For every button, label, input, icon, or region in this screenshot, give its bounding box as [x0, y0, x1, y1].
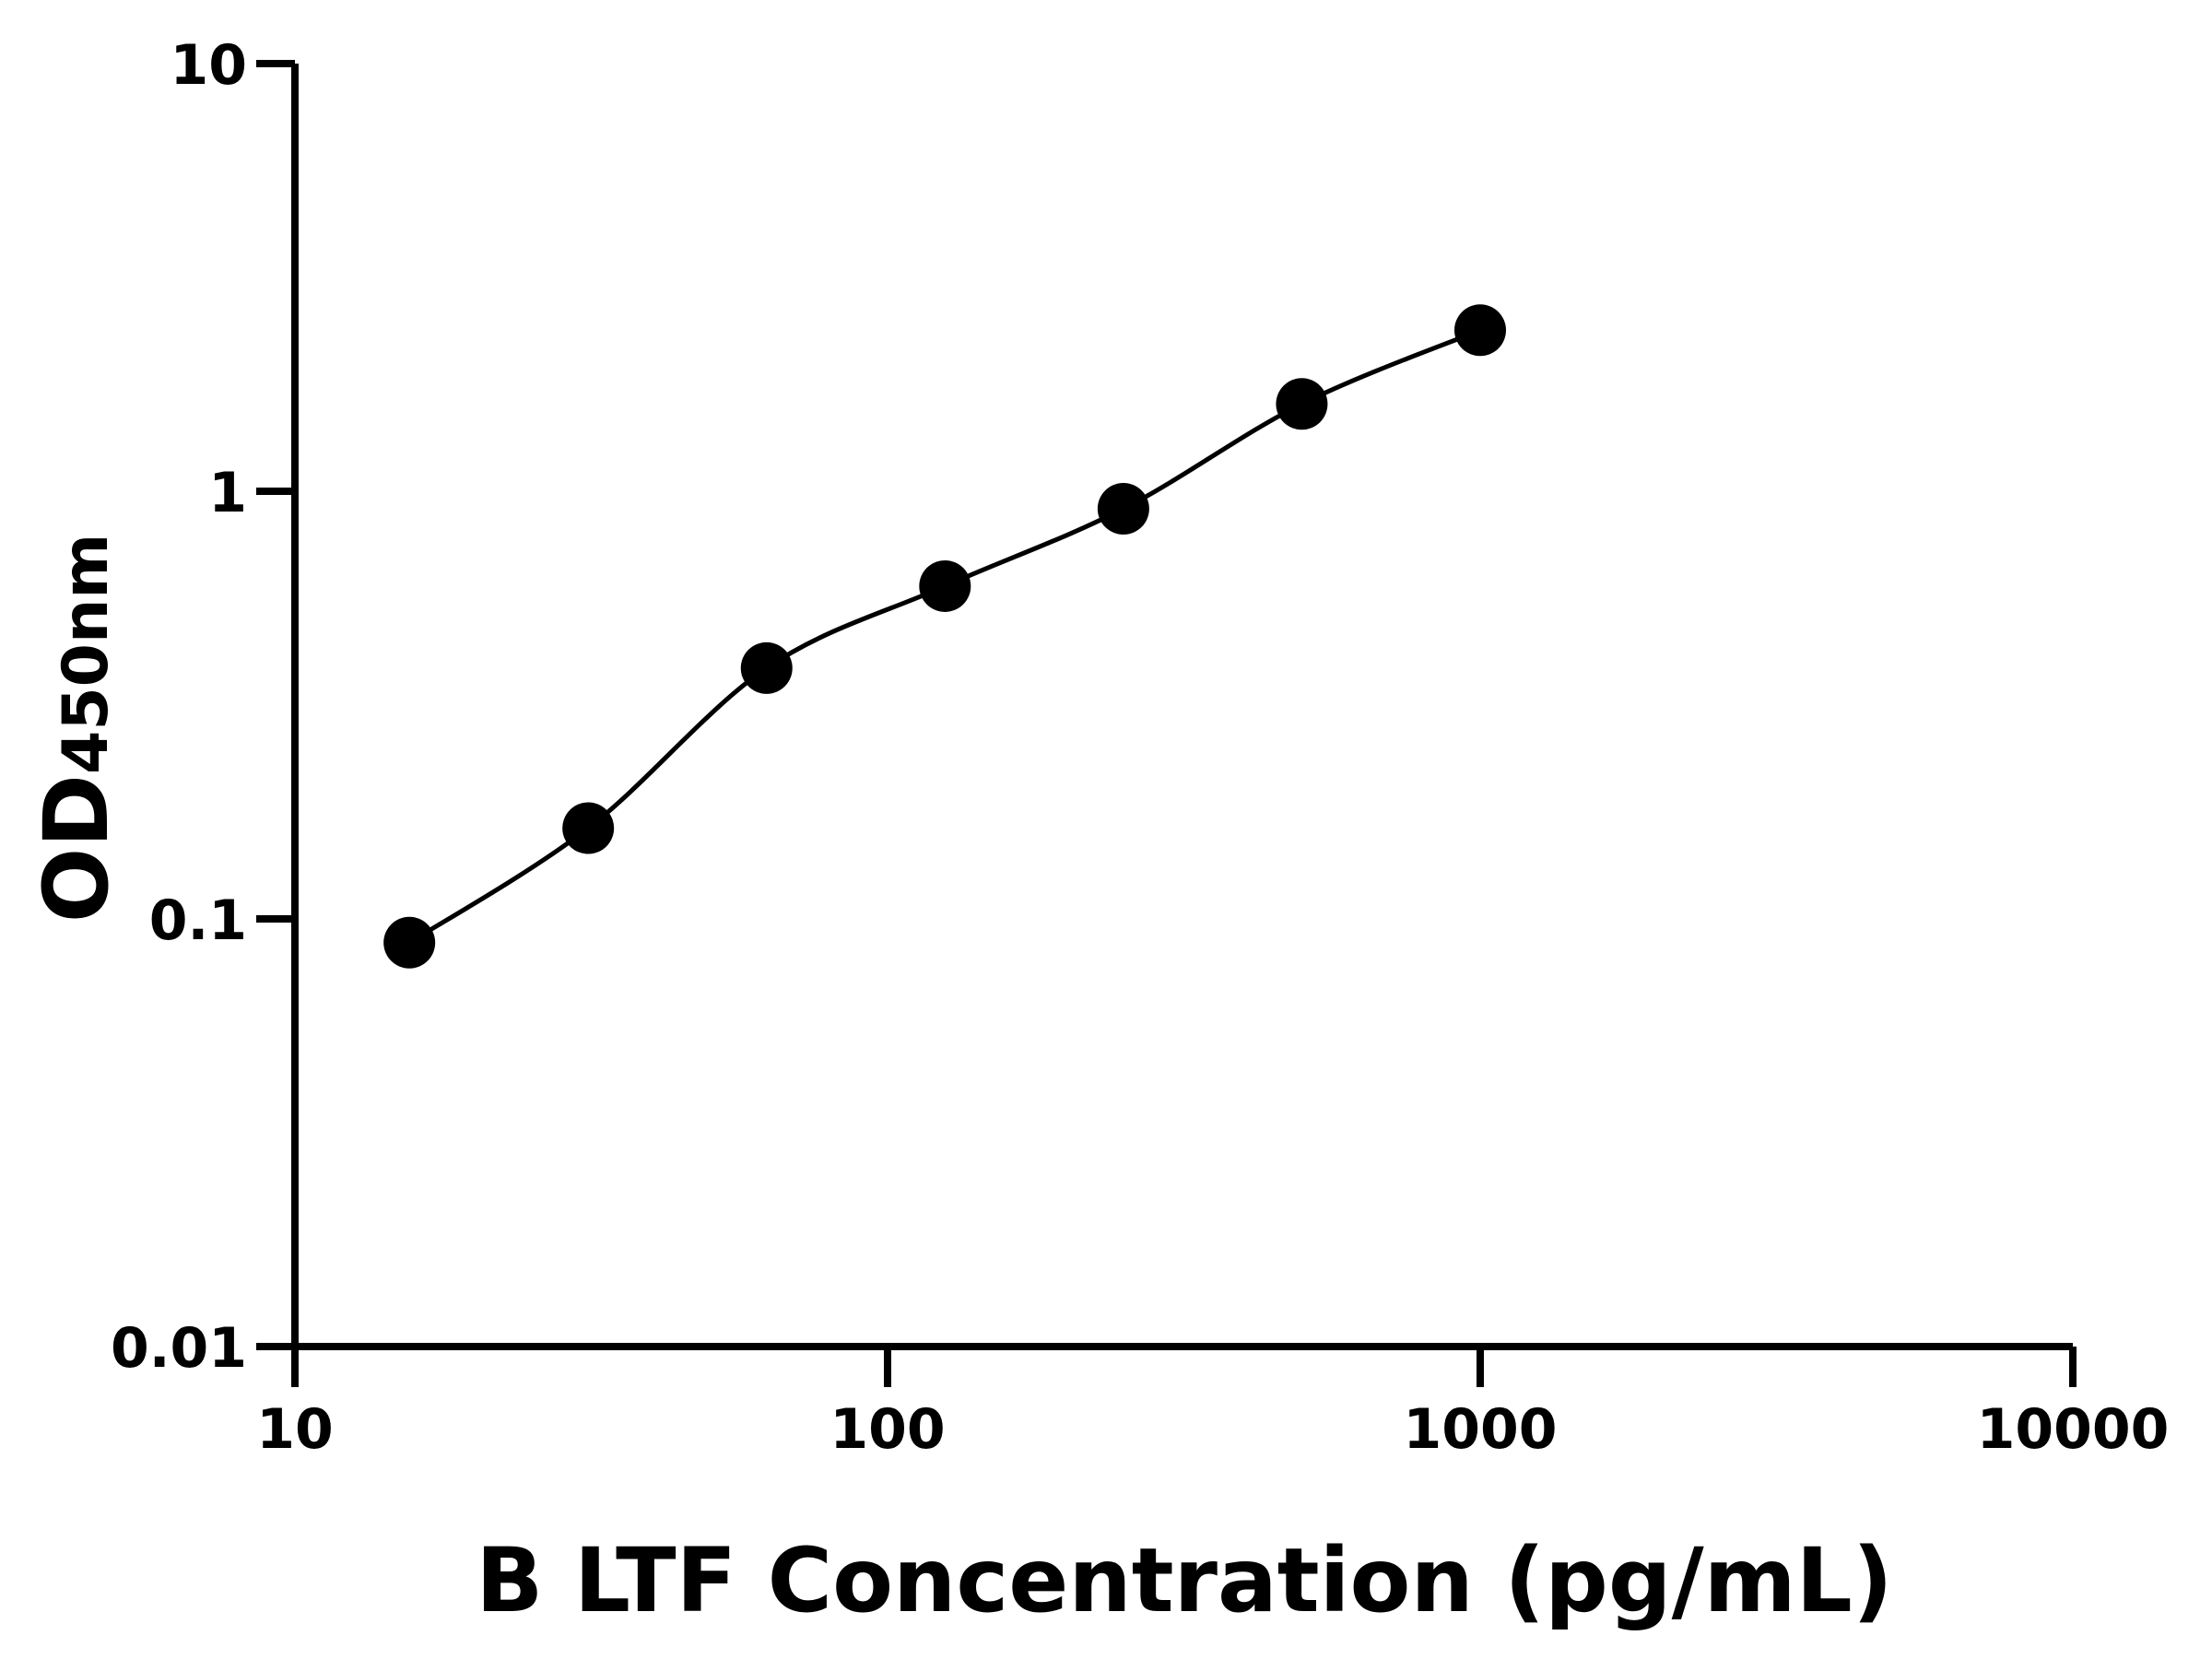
y-tick-label: 0.1: [149, 888, 247, 953]
y-tick-label: 0.01: [111, 1316, 247, 1381]
x-tick-label: 1000: [1404, 1397, 1558, 1462]
x-tick-label: 100: [830, 1397, 945, 1462]
y-axis-title-sub: 450nm: [50, 534, 123, 774]
y-tick-label: 1: [208, 461, 247, 525]
y-axis-title: OD450nm: [25, 534, 128, 924]
x-tick-label: 10: [256, 1397, 334, 1462]
x-axis-title: B LTF Concentration (pg/mL): [476, 1529, 1892, 1632]
point: [562, 802, 615, 854]
point: [919, 559, 971, 612]
point: [383, 916, 436, 969]
point: [1454, 304, 1506, 357]
y-tick-label: 10: [171, 33, 248, 98]
point: [1276, 378, 1328, 430]
point: [740, 641, 793, 694]
y-axis-title-main: OD: [25, 774, 128, 923]
x-tick-label: 10000: [1977, 1397, 2170, 1462]
point: [1097, 483, 1149, 535]
